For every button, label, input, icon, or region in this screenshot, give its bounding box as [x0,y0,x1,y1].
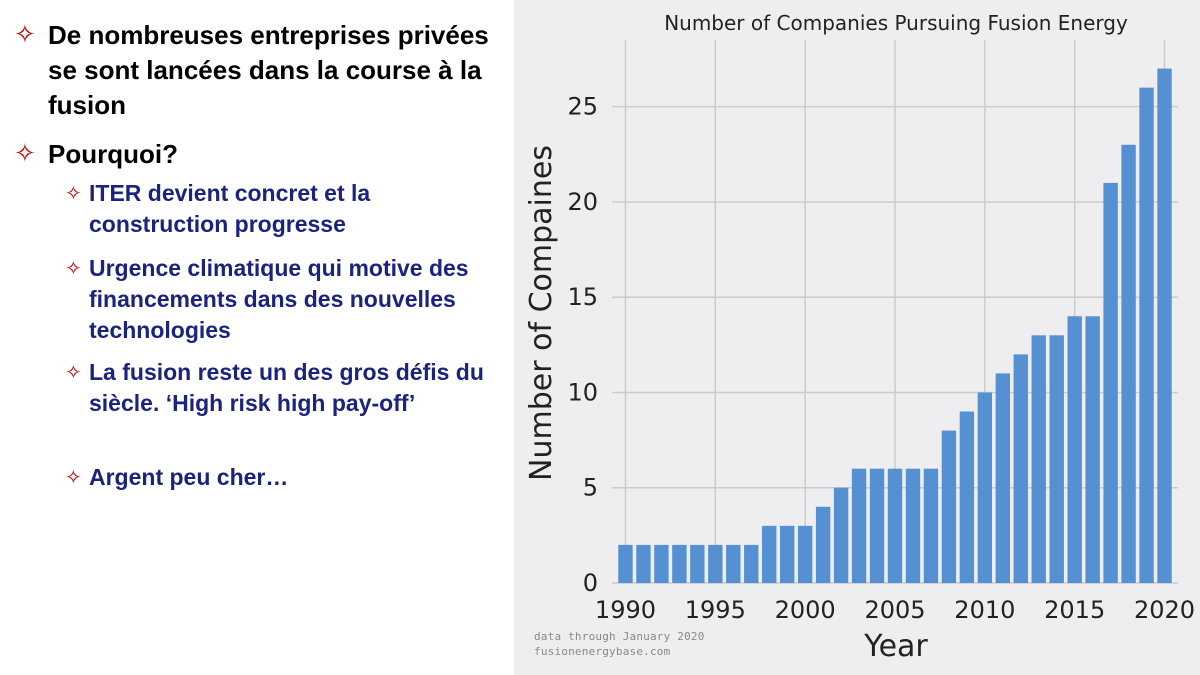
bar-2011 [995,373,1010,583]
x-tick-label: 2005 [864,596,925,624]
bar-2002 [833,487,849,583]
bar-2007 [923,468,939,583]
bar-2017 [1103,182,1118,584]
tick-labels: 1990 1995 2000 2005 2010 2015 2020 0 5 10 15 20 25 [567,93,1195,624]
sub-bullet-text: Argent peu cher… [89,464,289,490]
y-tick-label: 25 [567,93,598,121]
bar-1994 [690,544,705,583]
data-credit-note: data through January 2020 [534,630,705,643]
bar-2005 [887,468,903,583]
bar-2000 [797,525,813,583]
bar-1997 [744,544,759,583]
star-bullet-icon: ✧ [14,20,36,50]
bar-2014 [1049,335,1064,583]
sub-bullet-text: La fusion reste un des gros défis du siè… [89,359,484,416]
sub-bullet-challenge: ✧ La fusion reste un des gros défis du s… [65,357,494,419]
bar-1995 [708,544,723,583]
bars [618,68,1172,584]
bullet-text: Pourquoi? [48,139,178,169]
bar-1993 [672,544,687,583]
star-bullet-icon: ✧ [65,360,82,384]
bar-2013 [1031,335,1046,583]
sub-bullet-climate: ✧ Urgence climatique qui motive des fina… [65,253,494,346]
bar-2004 [869,468,885,583]
bar-2012 [1013,354,1028,583]
bar-2008 [941,430,957,583]
star-bullet-icon: ✧ [14,139,36,169]
x-tick-label: 2020 [1134,596,1195,624]
bar-1991 [636,544,651,583]
bar-2018 [1121,144,1136,583]
x-tick-label: 2010 [954,596,1015,624]
bar-2009 [959,411,975,583]
bar-2001 [815,506,831,583]
bar-2006 [905,468,921,583]
y-tick-label: 0 [583,569,598,597]
bar-1998 [762,525,777,583]
y-tick-label: 10 [567,378,598,406]
sub-bullet-text: ITER devient concret et la construction … [89,180,371,237]
bar-2020 [1157,68,1172,583]
bar-2015 [1067,316,1082,583]
x-axis-label: Year [863,629,928,664]
y-tick-label: 20 [567,188,598,216]
sub-bullet-cheap-money: ✧ Argent peu cher… [65,462,489,493]
bullet-text: De nombreuses entreprises privées se son… [48,20,489,120]
star-bullet-icon: ✧ [65,181,82,205]
sub-bullet-text: Urgence climatique qui motive des financ… [89,255,469,343]
y-tick-label: 15 [567,283,598,311]
bar-2016 [1085,316,1100,583]
sub-bullet-iter: ✧ ITER devient concret et la constructio… [65,178,489,240]
bar-1992 [654,544,669,583]
star-bullet-icon: ✧ [65,465,82,489]
x-tick-label: 2000 [775,596,836,624]
star-bullet-icon: ✧ [65,256,82,280]
bar-2003 [851,468,867,583]
data-source-url: fusionenergybase.com [534,645,671,658]
bullet-why: ✧ Pourquoi? [14,137,498,172]
bar-2019 [1139,87,1154,583]
x-tick-label: 1990 [595,596,656,624]
bullet-private-companies: ✧ De nombreuses entreprises privées se s… [14,18,498,123]
bar-1990 [618,544,633,583]
bar-1996 [726,544,741,583]
x-tick-label: 2015 [1044,596,1105,624]
slide-text-panel: ✧ De nombreuses entreprises privées se s… [0,0,512,675]
y-axis-label: Number of Compaines [524,145,559,481]
chart-title: Number of Companies Pursuing Fusion Ener… [664,11,1128,35]
x-tick-label: 1995 [685,596,746,624]
y-tick-label: 5 [583,474,598,502]
bar-1999 [780,525,795,583]
bar-2010 [977,392,993,583]
